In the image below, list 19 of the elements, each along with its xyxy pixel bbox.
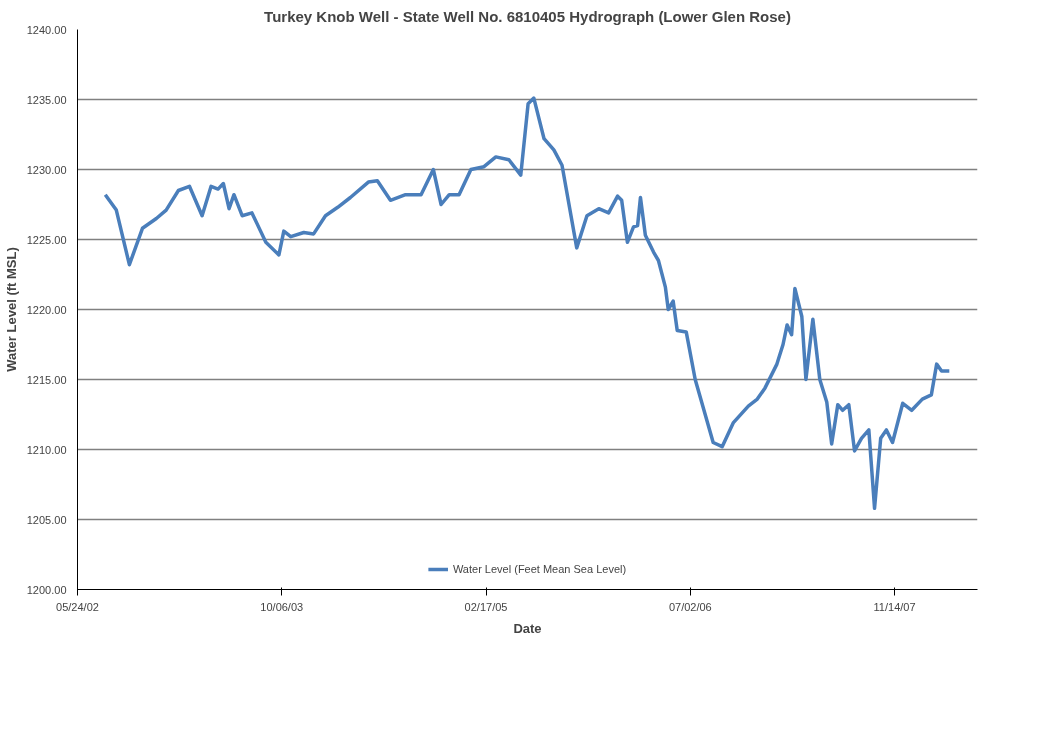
x-tick-label: 02/17/05	[464, 600, 508, 613]
chart-title: Turkey Knob Well - State Well No. 6810405 Hydrograph (Lower Glen Rose)	[264, 7, 791, 25]
y-tick-label: 1220.00	[26, 303, 67, 316]
y-tick-label: 1230.00	[26, 163, 67, 176]
y-tick-label: 1240.00	[26, 23, 67, 36]
x-tick-label: 10/06/03	[260, 600, 304, 613]
legend-label: Water Level (Feet Mean Sea Level)	[452, 563, 627, 575]
y-tick-label: 1205.00	[26, 513, 67, 526]
x-axis-title: Date	[513, 620, 542, 636]
y-tick-label: 1210.00	[26, 443, 67, 456]
y-tick-label: 1225.00	[26, 233, 67, 246]
y-tick-label: 1215.00	[26, 373, 67, 386]
x-tick-label: 11/14/07	[873, 600, 916, 613]
x-tick-label: 05/24/02	[56, 600, 99, 613]
y-tick-label: 1200.00	[26, 583, 67, 596]
y-tick-label: 1235.00	[26, 93, 67, 106]
line-series	[103, 96, 952, 511]
x-tick-label: 07/02/06	[668, 600, 712, 613]
y-axis-title: Water Level (ft MSL)	[3, 247, 19, 372]
